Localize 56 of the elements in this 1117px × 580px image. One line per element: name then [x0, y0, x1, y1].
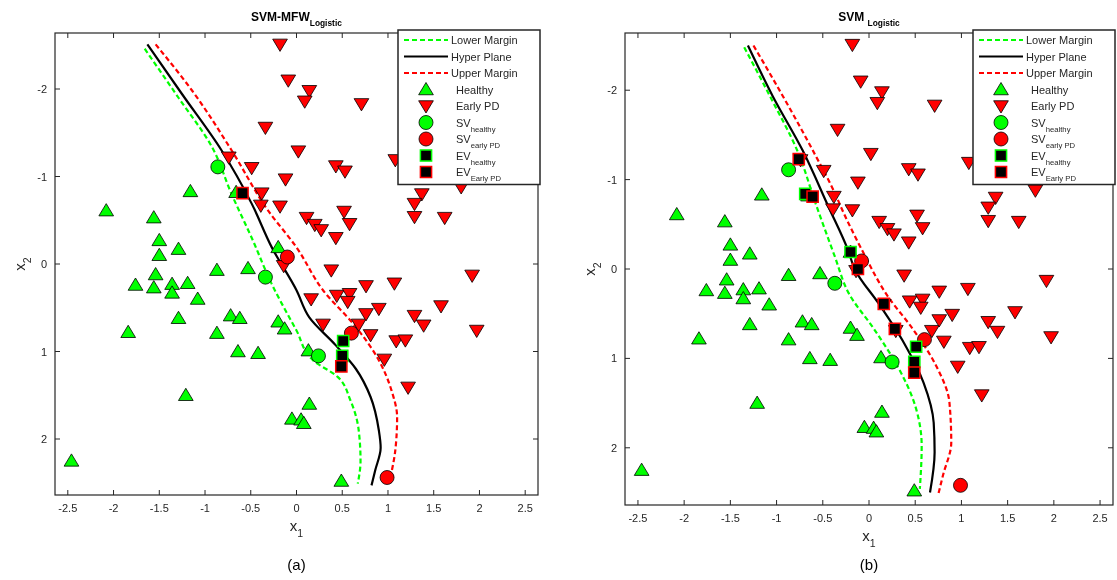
legend-label: Healthy [456, 83, 494, 96]
legend-label: SV$_{early PD}$ [1031, 133, 1076, 150]
legend-label: EV$_{Early PD}$ [456, 166, 502, 183]
legend-label: SV$_{healthy}$ [456, 116, 496, 133]
x-tick-label: 1.5 [426, 502, 442, 514]
text: (a) [287, 556, 306, 573]
y-tick-label: 1 [610, 352, 617, 365]
x-tick-label: 1.5 [999, 512, 1016, 524]
legend-label: Healthy [1031, 83, 1069, 96]
y-tick-label: 1 [40, 345, 47, 358]
x-tick-label: 0.5 [907, 512, 923, 524]
x-axis-title: x$_{1}$ [862, 527, 876, 549]
x-tick-label: -2 [679, 512, 690, 524]
x-tick-label: -1.5 [149, 502, 169, 514]
x-tick-label: -0.5 [241, 502, 261, 514]
legend-label: SV$_{early PD}$ [456, 133, 501, 150]
x-tick-label: 0 [293, 502, 300, 514]
x-tick-label: 2.5 [517, 502, 533, 514]
legend-label: Upper Margin [451, 67, 518, 79]
y-tick-label: 2 [40, 433, 47, 445]
x-tick-label: 0.5 [334, 502, 350, 514]
y-tick-label: 2 [610, 441, 617, 454]
x-tick-label: 2 [476, 502, 483, 514]
legend-label: Early PD [1031, 100, 1075, 112]
x-tick-label: 1 [958, 512, 965, 524]
legend-label: Hyper Plane [451, 50, 512, 63]
x-tick-label: -2.5 [628, 512, 648, 524]
chart-title: SVM $_{Logistic}$ [838, 10, 901, 28]
y-tick-label: 0 [610, 263, 617, 275]
x-tick-label: -2.5 [58, 502, 78, 514]
legend-label: Lower Margin [451, 34, 518, 46]
x-tick-label: -1.5 [720, 512, 740, 524]
legend-label: EV$_{healthy}$ [1031, 149, 1071, 166]
text: (b) [859, 556, 879, 573]
legend-label: EV$_{healthy}$ [456, 149, 496, 166]
x-tick-label: 0 [865, 512, 873, 524]
x-tick-label: 2 [1050, 512, 1057, 524]
x-tick-label: -0.5 [813, 512, 833, 524]
y-tick-label: -1 [37, 170, 47, 183]
x-tick-label: -2 [108, 502, 119, 514]
chart-title: SVM-MFW$_{Logistic}$ [251, 10, 343, 28]
legend-label: Lower Margin [1026, 34, 1093, 46]
legend-label: Hyper Plane [1026, 50, 1087, 63]
legend-label: Upper Margin [1026, 67, 1093, 79]
x-tick-label: 2.5 [1092, 512, 1108, 524]
y-tick-label: -2 [37, 83, 47, 95]
legend-label: Early PD [456, 100, 500, 112]
y-tick-label: -2 [607, 84, 617, 97]
x-tick-label: -1 [771, 512, 782, 524]
x-tick-label: 1 [384, 502, 392, 514]
y-tick-label: 0 [40, 258, 47, 270]
legend-label: SV$_{healthy}$ [1031, 116, 1071, 133]
y-tick-label: -1 [607, 173, 617, 186]
x-axis-title: x$_{1}$ [289, 517, 304, 539]
legend-label: EV$_{Early PD}$ [1031, 166, 1077, 183]
x-tick-label: -1 [200, 502, 210, 514]
